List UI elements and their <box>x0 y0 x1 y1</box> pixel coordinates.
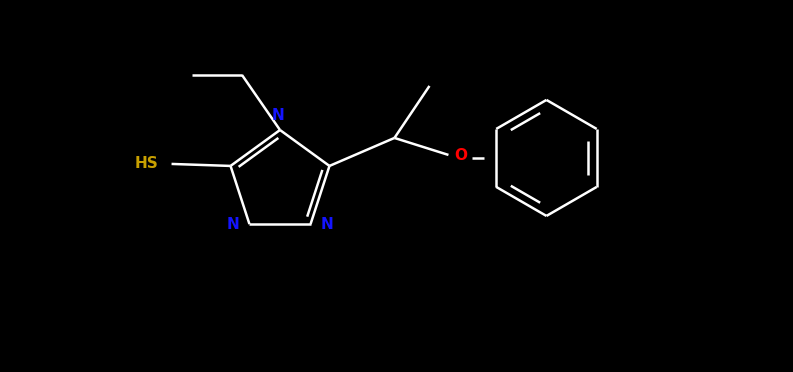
Text: O: O <box>454 148 467 163</box>
Text: HS: HS <box>135 157 159 171</box>
Text: N: N <box>272 108 285 123</box>
Text: N: N <box>227 217 239 231</box>
Text: N: N <box>320 217 333 231</box>
